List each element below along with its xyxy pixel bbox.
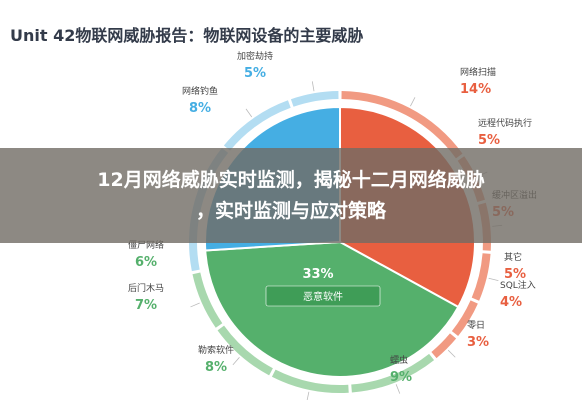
page-title: Unit 42物联网威胁报告：物联网设备的主要威胁 bbox=[10, 26, 364, 45]
outer-slice-6 bbox=[351, 353, 435, 393]
outer-slice-5 bbox=[431, 333, 457, 359]
leader-line-3 bbox=[488, 277, 499, 281]
slice-value-label-4: 4% bbox=[500, 295, 522, 310]
center-label-box bbox=[265, 285, 381, 307]
center-label-value: 33% bbox=[302, 267, 333, 282]
slice-name-label-11: 网络钓鱼 bbox=[182, 85, 218, 97]
slice-name-label-7: 勒索软件 bbox=[198, 344, 234, 356]
leader-line-9 bbox=[190, 302, 200, 308]
leader-line-5 bbox=[447, 349, 456, 358]
slice-name-label-6: 蠕虫 bbox=[390, 354, 408, 366]
outer-slice-12 bbox=[290, 91, 339, 107]
center-label-name: 恶意软件 bbox=[303, 290, 343, 303]
headline-line-1: 12月网络威胁实时监测，揭秘十二月网络威胁 bbox=[97, 168, 485, 191]
slice-value-label-7: 8% bbox=[205, 360, 227, 375]
headline-banner: 12月网络威胁实时监测，揭秘十二月网络威胁 ，实时监测与应对策略 bbox=[0, 148, 582, 243]
slice-value-label-11: 8% bbox=[189, 101, 211, 116]
leader-line-4 bbox=[470, 321, 480, 328]
outer-ring bbox=[188, 91, 491, 393]
inner-slice-1 bbox=[204, 240, 460, 378]
slice-name-label-3: 其它 bbox=[504, 251, 522, 263]
slice-value-label-9: 6% bbox=[135, 255, 157, 270]
slice-name-label-4: SQL注入 bbox=[500, 279, 536, 291]
slice-value-label-6: 9% bbox=[390, 370, 412, 385]
leader-line-8 bbox=[232, 357, 240, 366]
leader-line-7 bbox=[306, 391, 310, 400]
slice-value-label-5: 3% bbox=[467, 335, 489, 350]
outer-slice-9 bbox=[192, 272, 223, 328]
slice-name-label-12: 加密劫持 bbox=[237, 50, 273, 62]
slice-name-label-1: 远程代码执行 bbox=[478, 117, 532, 129]
outer-slice-0 bbox=[341, 91, 463, 159]
slice-name-label-8: 后门木马 bbox=[128, 282, 164, 294]
slice-value-label-12: 5% bbox=[244, 66, 266, 81]
slice-value-label-3: 5% bbox=[504, 267, 526, 282]
leader-line-0 bbox=[410, 97, 416, 107]
slice-value-label-0: 14% bbox=[460, 82, 491, 97]
slice-name-label-5: 零日 bbox=[467, 320, 485, 331]
slice-value-label-1: 5% bbox=[478, 133, 500, 148]
slice-name-label-0: 网络扫描 bbox=[460, 66, 496, 78]
outer-slice-7 bbox=[271, 369, 349, 393]
leader-line-12 bbox=[311, 81, 315, 92]
outer-slice-8 bbox=[217, 325, 273, 376]
outer-slice-4 bbox=[451, 300, 478, 337]
outer-slice-11 bbox=[223, 100, 291, 151]
outer-slice-3 bbox=[471, 253, 491, 301]
slice-value-label-8: 7% bbox=[135, 298, 157, 313]
headline-line-2: ，实时监测与应对策略 bbox=[195, 199, 386, 222]
leader-line-6 bbox=[395, 384, 401, 394]
leader-line-11 bbox=[245, 108, 253, 118]
center-label: 33% 恶意软件 bbox=[265, 267, 381, 307]
